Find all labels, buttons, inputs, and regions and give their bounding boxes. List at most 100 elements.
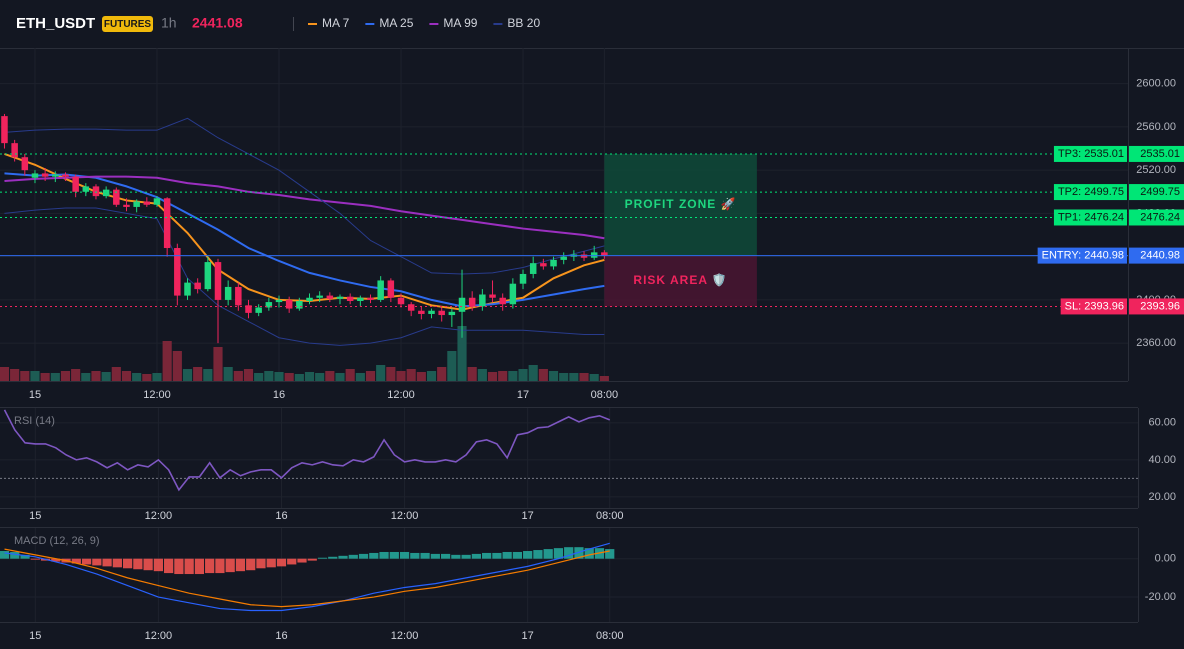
- histogram-bar: [451, 554, 461, 559]
- candle-body: [184, 282, 191, 296]
- volume-bar: [569, 373, 579, 381]
- y-tick-label: -20.00: [1145, 591, 1176, 603]
- x-tick-label: 12:00: [145, 510, 173, 522]
- candle-body: [499, 297, 506, 305]
- candle-body: [377, 280, 384, 300]
- candle-body: [346, 296, 354, 301]
- histogram-bar: [523, 551, 533, 559]
- volume-bar: [538, 369, 548, 381]
- y-tick-label: 2520.00: [1136, 164, 1176, 176]
- volume-bar: [548, 371, 559, 381]
- y-tick-label: 20.00: [1148, 491, 1176, 503]
- axis-tag-label: 2393.96: [1140, 300, 1180, 312]
- histogram-bar: [574, 547, 584, 559]
- candle-body: [102, 189, 110, 197]
- panel-title: RSI (14): [14, 415, 55, 427]
- histogram-bar: [102, 558, 112, 567]
- histogram-bar: [30, 558, 40, 560]
- y-tick-label: 40.00: [1148, 454, 1176, 466]
- volume-bar: [233, 371, 243, 381]
- level-tag-label: TP2: 2499.75: [1058, 186, 1124, 198]
- axis-tag-label: 2476.24: [1140, 211, 1180, 223]
- histogram-bar: [164, 558, 174, 574]
- candle-body: [11, 143, 18, 158]
- candle-body: [92, 186, 100, 197]
- x-tick-label: 12:00: [391, 630, 419, 642]
- last-price: 2441.08: [192, 15, 243, 31]
- histogram-bar: [51, 558, 61, 562]
- volume-bar: [376, 365, 386, 381]
- volume-bar: [121, 371, 132, 381]
- candle-body: [387, 280, 395, 298]
- zone: [604, 255, 757, 307]
- histogram-bar: [482, 552, 492, 559]
- histogram-bar: [492, 552, 502, 559]
- volume-bar: [447, 351, 457, 381]
- volume-bar: [264, 371, 274, 381]
- axis-tag-label: 2499.75: [1140, 186, 1180, 198]
- level-tag-label: TP1: 2476.24: [1058, 211, 1124, 223]
- histogram-bar: [92, 558, 102, 566]
- histogram-bar: [194, 558, 205, 575]
- volume-bar: [579, 373, 589, 381]
- histogram-bar: [543, 549, 553, 559]
- volume-bar: [193, 367, 203, 381]
- level-tag-label: TP3: 2535.01: [1058, 148, 1124, 160]
- candle-body: [1, 116, 8, 144]
- x-tick-label: 16: [275, 510, 287, 522]
- candle-body: [418, 310, 425, 314]
- axis-tag-label: 2440.98: [1140, 250, 1180, 262]
- histogram-bar: [338, 555, 348, 559]
- volume-bar: [203, 369, 213, 381]
- histogram-bar: [20, 554, 30, 559]
- ma-line: [4, 175, 605, 240]
- candle-body: [326, 295, 334, 299]
- histogram-bar: [369, 552, 379, 559]
- zone-label: RISK AREA 🛡️: [633, 273, 727, 287]
- histogram-bar: [0, 551, 10, 559]
- y-tick-label: 2360.00: [1136, 337, 1176, 349]
- volume-bar: [528, 365, 538, 381]
- volume-bar: [437, 367, 447, 381]
- candle-body: [458, 297, 466, 312]
- candle-body: [479, 294, 486, 307]
- candle-body: [265, 302, 273, 308]
- candle-body: [21, 157, 29, 171]
- candle-body: [235, 286, 242, 306]
- candle-body: [489, 294, 496, 298]
- level-tag: [1037, 247, 1127, 264]
- volume-bar: [172, 351, 182, 381]
- volume-bar: [386, 367, 396, 381]
- candle-body: [407, 304, 415, 311]
- volume-bar: [467, 367, 477, 381]
- histogram-bar: [235, 558, 246, 572]
- histogram-bar: [307, 558, 317, 561]
- histogram-bar: [564, 547, 574, 559]
- rsi-line: [3, 409, 611, 492]
- volume-bar: [426, 371, 437, 381]
- level-tag: [1053, 184, 1127, 201]
- legend-label: MA 7: [322, 16, 350, 30]
- histogram-bar: [440, 553, 451, 559]
- candle-body: [367, 297, 374, 300]
- candle-body: [509, 283, 517, 305]
- x-tick-label: 12:00: [387, 389, 415, 401]
- candle-body: [296, 300, 303, 309]
- candle-body: [194, 282, 201, 290]
- histogram-bar: [471, 553, 481, 559]
- level-tag-label: ENTRY: 2440.98: [1042, 250, 1124, 262]
- badge: FUTURES: [104, 19, 152, 30]
- x-tick-label: 16: [273, 389, 285, 401]
- level-tag: [1053, 145, 1127, 162]
- volume-bar: [142, 374, 152, 381]
- x-tick-label: 08:00: [596, 630, 624, 642]
- level-tag: [1053, 209, 1127, 226]
- histogram-bar: [246, 558, 256, 571]
- candle-body: [357, 297, 364, 301]
- candle-body: [601, 252, 608, 256]
- histogram-bar: [287, 558, 297, 565]
- candle-body: [214, 262, 222, 300]
- y-tick-label: 60.00: [1148, 417, 1176, 429]
- volume-bar: [10, 369, 20, 381]
